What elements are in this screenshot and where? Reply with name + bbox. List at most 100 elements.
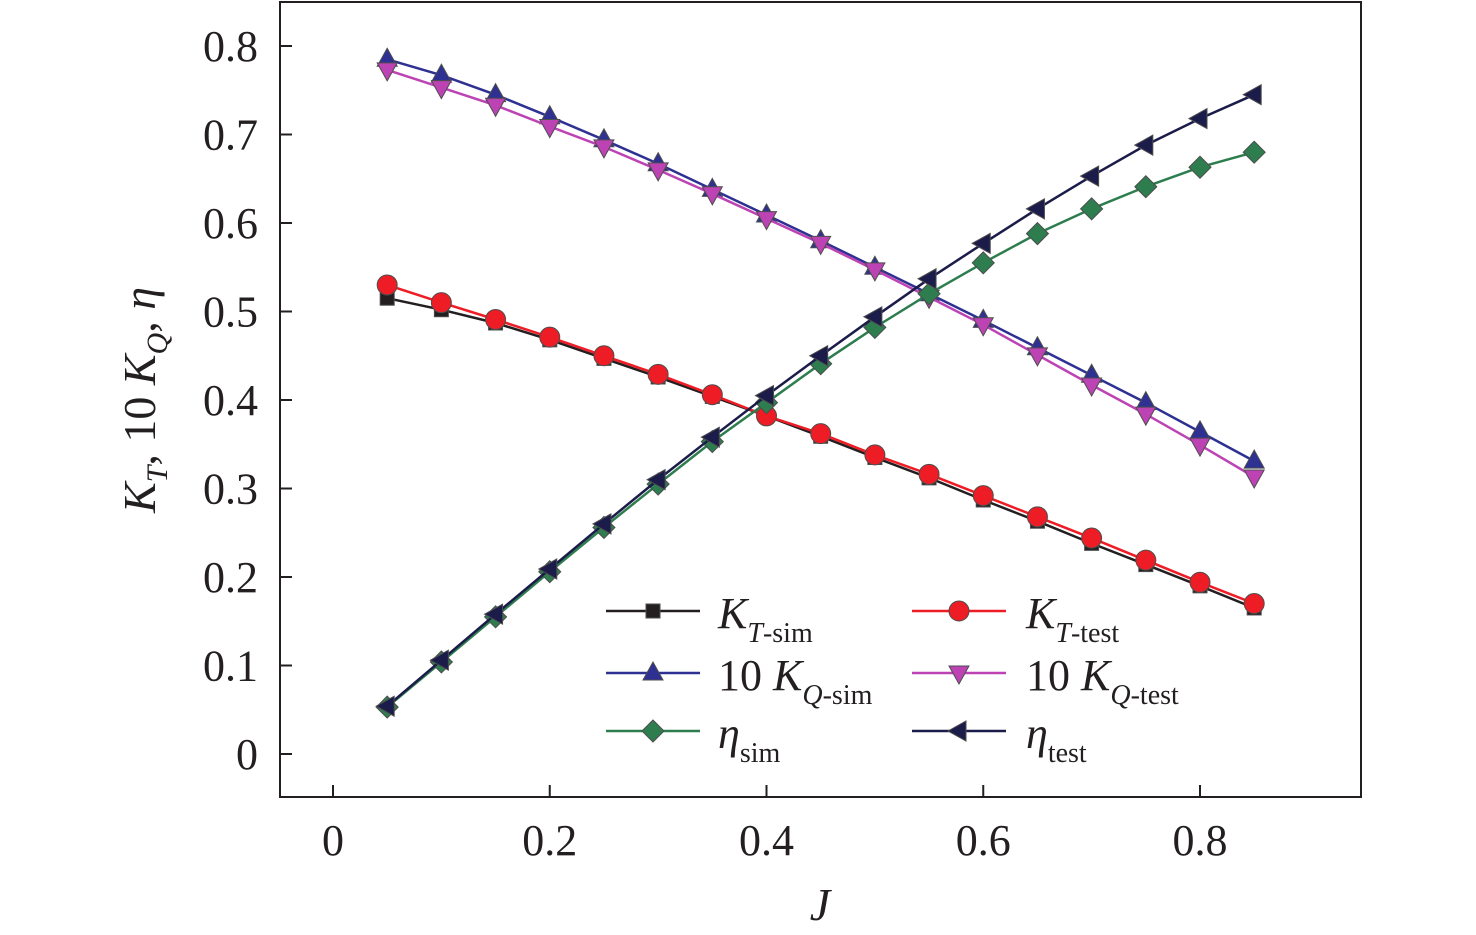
y-axis-title: KT, 10 KQ, η bbox=[114, 287, 174, 514]
series-5 bbox=[375, 83, 1262, 718]
data-point bbox=[701, 384, 723, 406]
data-point bbox=[1189, 571, 1211, 593]
data-point bbox=[1242, 140, 1266, 164]
x-axis-title: J bbox=[810, 879, 833, 930]
legend-marker bbox=[642, 660, 664, 681]
data-point bbox=[1025, 221, 1050, 246]
data-point bbox=[1189, 437, 1211, 458]
data-point bbox=[701, 186, 724, 206]
data-point bbox=[593, 345, 615, 367]
data-point bbox=[1187, 107, 1208, 130]
data-point bbox=[483, 603, 504, 626]
data-point bbox=[1188, 155, 1212, 179]
data-point bbox=[700, 426, 720, 449]
y-tick-label: 0.8 bbox=[203, 22, 258, 71]
y-tick-label: 0.7 bbox=[203, 111, 258, 160]
data-point bbox=[918, 463, 940, 485]
data-point bbox=[1026, 506, 1048, 528]
series-layer bbox=[375, 47, 1266, 719]
data-point bbox=[375, 695, 395, 718]
legend-entry: ηsim bbox=[606, 709, 781, 769]
data-point bbox=[1079, 197, 1104, 221]
data-point bbox=[1134, 406, 1157, 427]
x-tick-label: 0 bbox=[322, 816, 344, 865]
series-line bbox=[386, 58, 1255, 463]
data-point bbox=[538, 119, 561, 139]
legend-label: 10 KQ-sim bbox=[718, 651, 873, 711]
legend-marker bbox=[946, 720, 967, 742]
legend-label: 10 KQ-test bbox=[1026, 651, 1179, 711]
data-point bbox=[1079, 165, 1100, 187]
data-point bbox=[539, 326, 561, 348]
data-point bbox=[864, 262, 886, 282]
legend-marker bbox=[948, 600, 970, 622]
data-point bbox=[862, 305, 883, 328]
data-point bbox=[485, 308, 507, 330]
y-tick-label: 0.3 bbox=[203, 465, 258, 514]
data-point bbox=[754, 384, 774, 407]
data-point bbox=[430, 292, 452, 314]
data-point bbox=[1081, 527, 1103, 549]
data-point bbox=[1243, 469, 1266, 490]
data-point bbox=[429, 649, 449, 672]
x-tick-label: 0.6 bbox=[956, 816, 1011, 865]
data-point bbox=[1025, 197, 1045, 220]
data-point bbox=[376, 62, 399, 82]
series-3 bbox=[376, 62, 1266, 490]
data-point bbox=[593, 139, 615, 159]
y-tick-label: 0.6 bbox=[203, 199, 258, 248]
data-point bbox=[1243, 449, 1266, 469]
series-0 bbox=[379, 290, 1262, 616]
data-point bbox=[1134, 175, 1158, 199]
legend: KT-sim KT-test 10 KQ-sim 10 KQ-test ηsim ηtes… bbox=[606, 589, 1179, 769]
data-point bbox=[864, 444, 886, 466]
data-point bbox=[1243, 593, 1265, 615]
legend-label: KT-test bbox=[1025, 589, 1119, 649]
y-tick-label: 0.2 bbox=[203, 553, 258, 602]
legend-entry: 10 KQ-test bbox=[912, 651, 1179, 711]
legend-marker bbox=[948, 665, 970, 686]
x-tick-label: 0.4 bbox=[739, 816, 794, 865]
legend-label: KT-sim bbox=[717, 589, 813, 649]
data-point bbox=[755, 211, 778, 231]
legend-entry: 10 KQ-sim bbox=[606, 651, 873, 711]
series-line bbox=[386, 296, 1255, 610]
data-point bbox=[430, 80, 453, 100]
legend-marker bbox=[645, 603, 661, 619]
data-point bbox=[1026, 347, 1049, 367]
data-point bbox=[1189, 419, 1211, 440]
data-point bbox=[647, 363, 669, 385]
y-tick-label: 0 bbox=[236, 730, 258, 779]
data-point bbox=[810, 423, 832, 445]
data-point bbox=[591, 513, 612, 535]
series-line bbox=[386, 68, 1255, 479]
y-tick-label: 0.5 bbox=[203, 288, 258, 337]
series-line bbox=[386, 93, 1255, 708]
y-tick-label: 0.4 bbox=[203, 376, 258, 425]
data-point bbox=[917, 267, 937, 290]
data-point bbox=[1242, 83, 1262, 106]
data-point bbox=[971, 232, 991, 255]
data-point bbox=[484, 97, 507, 118]
legend-label: ηtest bbox=[1026, 709, 1087, 769]
data-point bbox=[1080, 377, 1103, 397]
data-point bbox=[646, 468, 666, 491]
data-point bbox=[808, 344, 829, 367]
data-point bbox=[972, 485, 994, 507]
data-point bbox=[972, 317, 995, 337]
data-point bbox=[1135, 549, 1157, 571]
data-point bbox=[647, 162, 669, 182]
x-tick-label: 0.2 bbox=[522, 816, 577, 865]
y-axis-title-text: KT, 10 KQ, η bbox=[114, 287, 174, 514]
legend-entry: KT-test bbox=[912, 589, 1119, 649]
ticks: 0 0.2 0.4 0.6 0.8 0 0.1 0.2 0.3 0.4 0.5 0.6 0.7 0.8 bbox=[203, 22, 1228, 865]
data-point bbox=[537, 558, 558, 580]
legend-label: ηsim bbox=[718, 709, 781, 769]
data-point bbox=[376, 274, 398, 296]
data-point bbox=[971, 251, 995, 275]
data-point bbox=[809, 235, 832, 256]
legend-entry: KT-sim bbox=[606, 589, 813, 649]
y-tick-label: 0.1 bbox=[203, 642, 258, 691]
x-tick-label: 0.8 bbox=[1173, 816, 1228, 865]
